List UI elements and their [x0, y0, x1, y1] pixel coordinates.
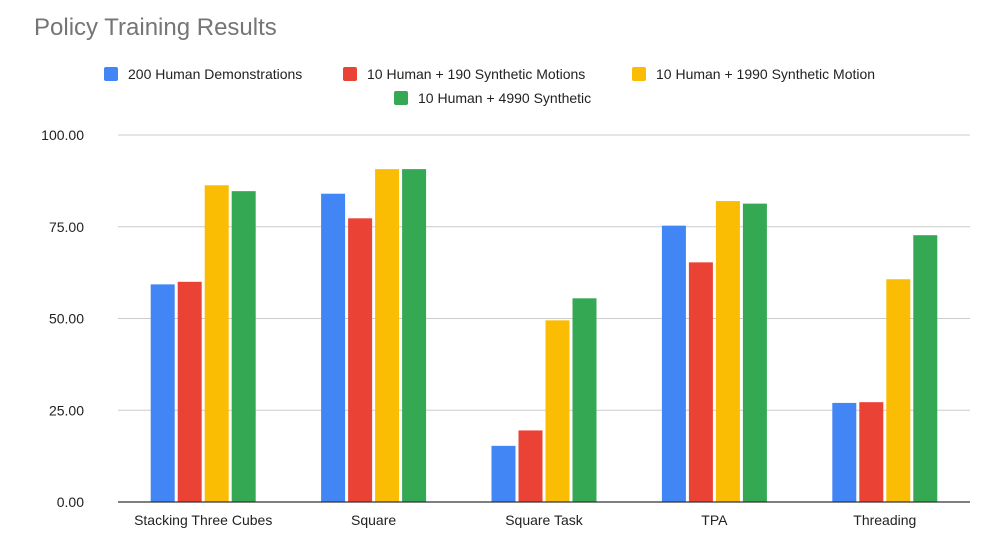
- bar: [545, 320, 570, 502]
- bar: [348, 218, 373, 502]
- x-tick-label: Stacking Three Cubes: [134, 512, 272, 528]
- legend-item-1990-synthetic[interactable]: 10 Human + 1990 Synthetic Motion: [632, 66, 875, 82]
- x-tick-label: Square: [351, 512, 396, 528]
- bar: [913, 235, 938, 503]
- bar: [661, 225, 686, 503]
- bar: [321, 193, 346, 502]
- legend-swatch-icon: [394, 91, 408, 105]
- legend-label: 10 Human + 190 Synthetic Motions: [367, 66, 586, 82]
- legend-item-4990-synthetic[interactable]: 10 Human + 4990 Synthetic: [394, 90, 591, 106]
- bar: [886, 279, 911, 502]
- legend-item-200-human[interactable]: 200 Human Demonstrations: [104, 66, 302, 82]
- y-tick-label: 50.00: [49, 311, 84, 327]
- legend-swatch-icon: [343, 67, 357, 81]
- legend-swatch-icon: [104, 67, 118, 81]
- bar: [491, 445, 516, 502]
- bar: [402, 169, 427, 503]
- y-tick-label: 75.00: [49, 219, 84, 235]
- x-tick-label: Threading: [853, 512, 916, 528]
- bar: [859, 402, 884, 502]
- legend-item-190-synthetic[interactable]: 10 Human + 190 Synthetic Motions: [343, 66, 585, 82]
- legend-label: 10 Human + 4990 Synthetic: [418, 90, 592, 106]
- y-tick-label: 25.00: [49, 402, 84, 418]
- y-tick-label: 0.00: [57, 494, 84, 510]
- legend-label: 10 Human + 1990 Synthetic Motion: [656, 66, 876, 82]
- bar: [177, 281, 202, 502]
- x-tick-label: Square Task: [505, 512, 584, 528]
- x-tick-label: TPA: [701, 512, 728, 528]
- bar: [742, 203, 767, 502]
- bar: [518, 430, 543, 502]
- bar: [715, 201, 740, 502]
- bar: [572, 298, 597, 502]
- bar: [150, 284, 175, 502]
- bar: [204, 185, 229, 503]
- bar: [231, 191, 256, 502]
- chart-title: Policy Training Results: [34, 14, 277, 41]
- legend-label: 200 Human Demonstrations: [128, 66, 303, 82]
- bar: [688, 262, 713, 502]
- legend-swatch-icon: [632, 67, 646, 81]
- bar: [832, 402, 857, 502]
- y-tick-label: 100.00: [41, 127, 84, 143]
- bar: [375, 169, 400, 503]
